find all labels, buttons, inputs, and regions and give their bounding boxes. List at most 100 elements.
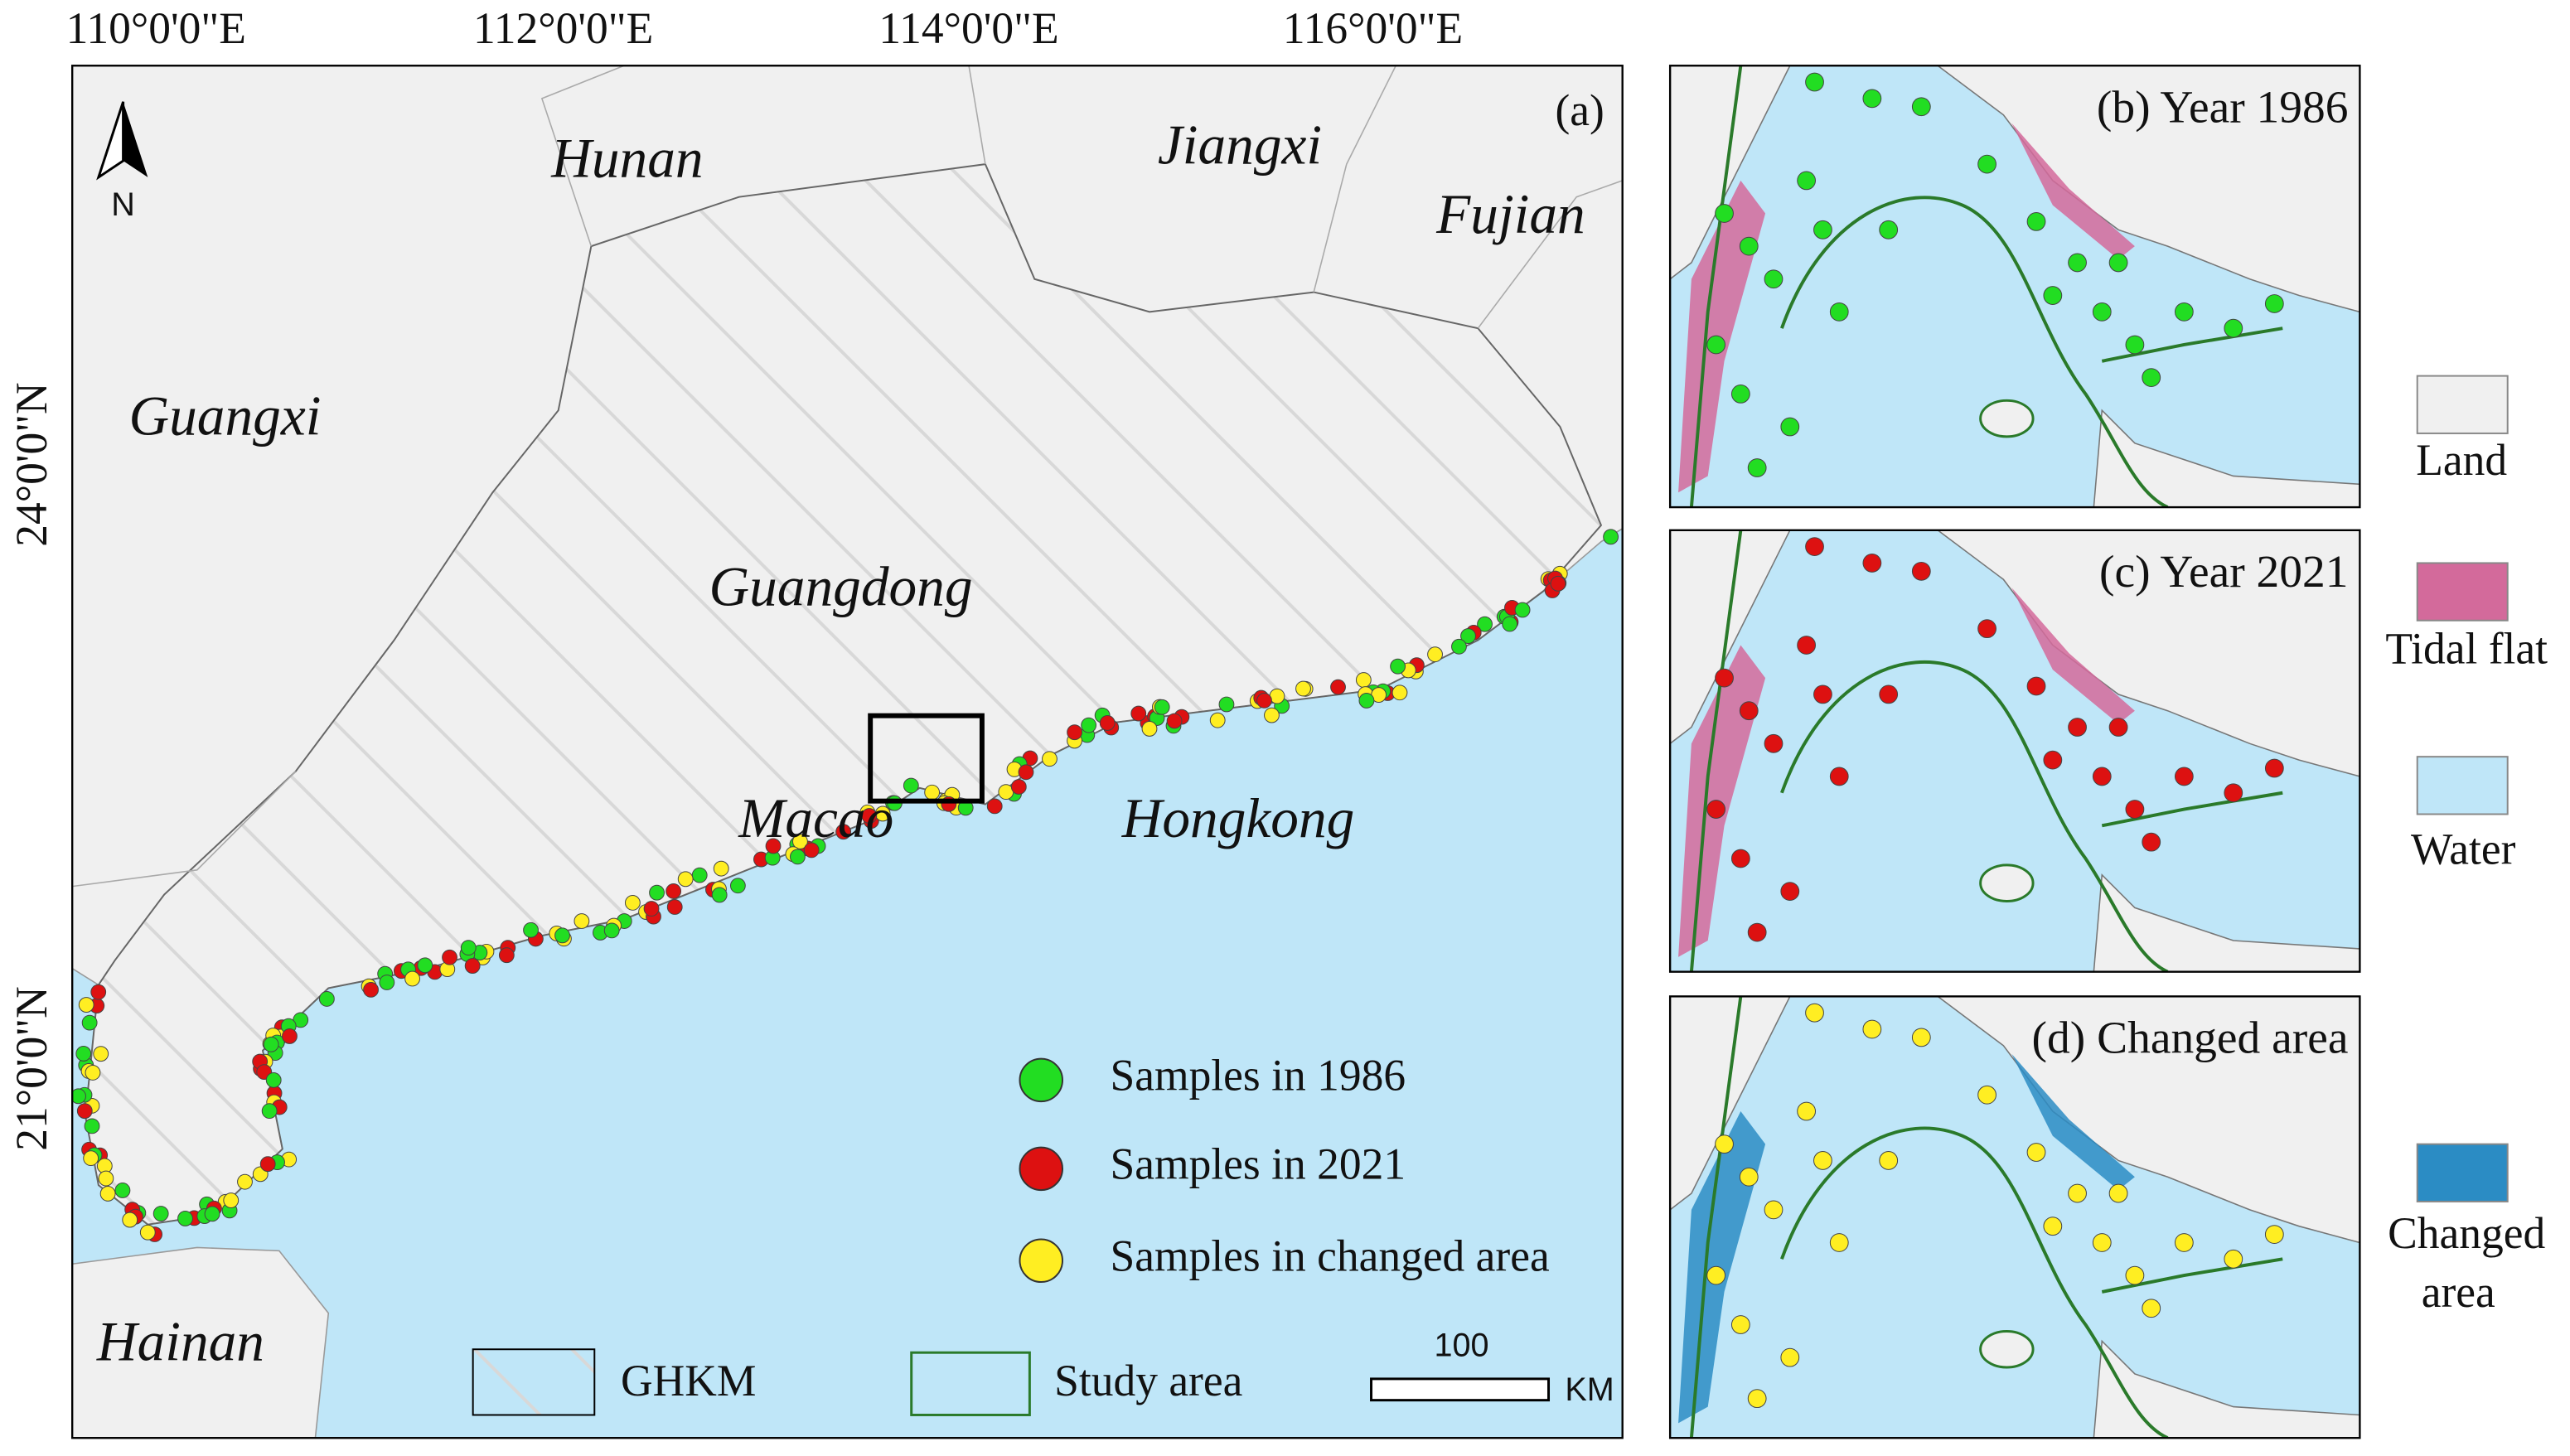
sample-dot	[1977, 619, 1996, 639]
sample-dot	[177, 1211, 193, 1226]
sample-dot	[1911, 561, 1931, 581]
sample-dot	[1355, 672, 1372, 688]
sample-dot	[263, 1036, 279, 1052]
region-label: Jiangxi	[1158, 114, 1322, 177]
sample-dot	[2108, 253, 2128, 273]
sample-dot	[1141, 721, 1158, 737]
sample-dot	[2026, 676, 2046, 696]
sample-dot	[460, 940, 477, 956]
sample-dot	[1739, 236, 1759, 256]
sample-dot	[603, 922, 620, 939]
sample-dot	[84, 1118, 100, 1134]
sample-dot	[1358, 693, 1375, 709]
sample-dot	[1391, 684, 1408, 701]
sample-dot	[1813, 220, 1832, 239]
study-boundary	[1689, 65, 2283, 508]
sample-dot	[282, 1028, 298, 1044]
sample-dot	[2224, 318, 2243, 338]
lon-label: 116°0'0"E	[1283, 3, 1463, 53]
sample-dot	[2264, 758, 2284, 778]
sample-dot	[1264, 707, 1280, 723]
sample-dot	[237, 1173, 253, 1190]
sample-dot	[574, 913, 590, 929]
sample-dot	[1764, 733, 1784, 753]
sample-dot	[2174, 767, 2194, 786]
sample-dot	[2108, 1183, 2128, 1203]
region-label: Hunan	[550, 128, 703, 190]
panel-title: (b) Year 1986	[2097, 81, 2349, 132]
sample-dot	[643, 901, 660, 917]
sample-dot	[2043, 750, 2063, 770]
sample-dot	[1813, 684, 1832, 704]
main-map	[72, 65, 1623, 1439]
sample-dot	[1706, 335, 1726, 355]
flat	[2011, 1053, 2135, 1191]
sample-dot	[2142, 832, 2161, 852]
sample-dot	[861, 808, 878, 824]
region-label: Macao	[738, 787, 893, 849]
sample-dot	[2224, 783, 2243, 803]
lon-label: 112°0'0"E	[473, 3, 653, 53]
area-legend: GHKM Study area	[472, 1348, 1242, 1416]
sample-dot	[1295, 680, 1311, 697]
sample-dot	[318, 990, 335, 1007]
sample-dot	[1739, 701, 1759, 721]
sample-dot	[442, 949, 457, 965]
sample-dot	[1706, 1265, 1726, 1285]
sample-dot	[1256, 692, 1272, 709]
sample-dot	[924, 784, 941, 801]
legend-label: Study area	[1054, 1356, 1242, 1405]
sample-dot	[223, 1192, 240, 1208]
scale-distance: 100	[1434, 1328, 1488, 1364]
lat-label: 24°0'0"N	[7, 382, 56, 546]
sample-dot	[1764, 269, 1784, 289]
sample-dot	[1514, 602, 1531, 618]
panel-frame	[1668, 995, 2361, 1439]
sample-dot	[1603, 529, 1619, 545]
sample-dot	[1805, 1003, 1824, 1023]
sample-dot	[624, 894, 641, 911]
sample-dot	[711, 887, 728, 903]
sample-dot	[2092, 767, 2112, 786]
sample-dot	[1911, 1028, 1931, 1047]
sample-dot	[2026, 212, 2046, 231]
sample-dot	[1460, 628, 1476, 644]
sample-dot	[99, 1186, 116, 1202]
sample-dot	[1797, 171, 1817, 191]
region-label: Guangxi	[128, 385, 321, 447]
study-boundary	[1689, 530, 2283, 972]
sample-dot	[1218, 696, 1235, 713]
sample-dot	[2026, 1143, 2046, 1162]
sample-dot	[729, 878, 746, 894]
sample-dot	[1862, 89, 1882, 109]
sample-dot	[1209, 712, 1226, 728]
sample-dot	[78, 997, 94, 1013]
sample-dot	[792, 834, 808, 849]
legend-label: GHKM	[621, 1356, 756, 1405]
land	[2093, 873, 2360, 972]
sample-dot	[666, 899, 683, 915]
sample-dot	[1813, 1151, 1832, 1170]
legend-label: Samples in 2021	[1110, 1139, 1406, 1189]
sample-dot	[1477, 616, 1493, 632]
sample-dot	[1879, 220, 1899, 239]
sample-dot	[2068, 718, 2087, 737]
sample-dot	[2043, 286, 2063, 305]
sample-dot	[1715, 204, 1734, 223]
sample-dot	[83, 1150, 99, 1167]
sample-dot	[1764, 1200, 1784, 1220]
sample-dot	[986, 798, 1003, 815]
sample-dot	[1390, 658, 1406, 675]
sample-dot	[2142, 368, 2161, 387]
sample-dot	[1730, 849, 1750, 868]
sample-dot	[1067, 724, 1083, 741]
sample-dot	[363, 981, 379, 998]
sample-dot	[1879, 684, 1899, 704]
sample-dot	[98, 1170, 114, 1187]
sample-dot	[2264, 1225, 2284, 1244]
sample-dot	[1911, 97, 1931, 117]
sample-dot	[2264, 294, 2284, 313]
sample-dot	[1747, 1389, 1767, 1409]
scale-bar: 100 KM	[1370, 1328, 1614, 1408]
sample-dot	[1805, 72, 1824, 92]
